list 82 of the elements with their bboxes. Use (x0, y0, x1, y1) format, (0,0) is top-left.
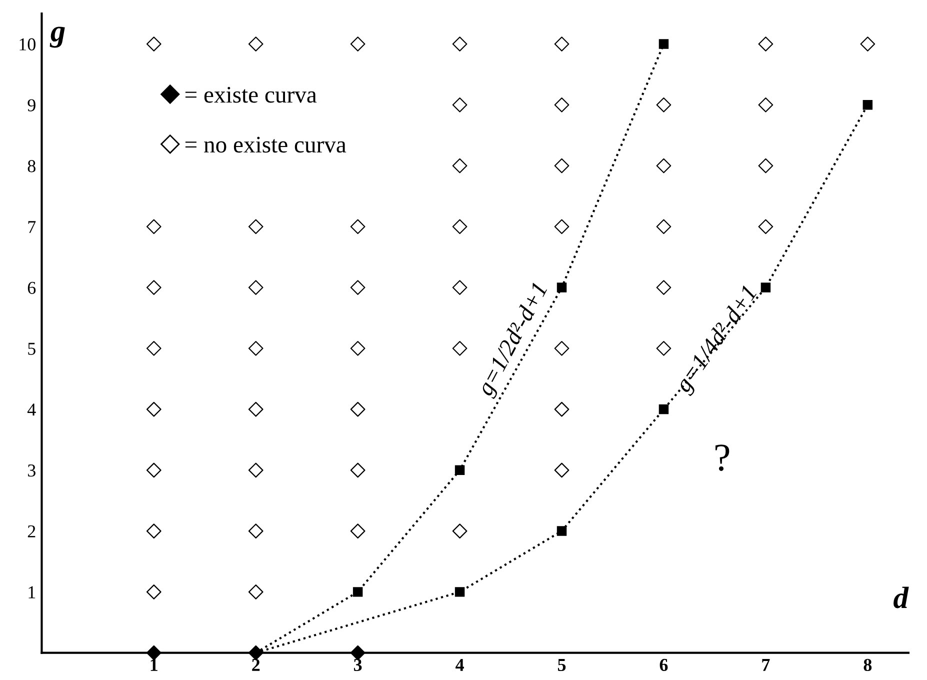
point (658, 404, 669, 414)
point (758, 97, 774, 112)
legend-label: = existe curva (185, 86, 317, 103)
point (146, 462, 162, 478)
point (454, 587, 465, 597)
x-tick-label: 2 (252, 658, 260, 671)
point (554, 97, 570, 112)
point (146, 402, 162, 417)
point (146, 36, 162, 52)
x-tick-label: 8 (864, 658, 872, 672)
y-tick-label: 4 (27, 404, 36, 416)
point (350, 280, 366, 295)
point (452, 280, 468, 295)
point (758, 219, 774, 234)
point (146, 340, 162, 356)
point (248, 280, 264, 295)
point (452, 158, 468, 174)
y-tick-label: 9 (28, 99, 36, 112)
y-tick-label: 2 (28, 525, 36, 538)
point (350, 524, 366, 538)
point (350, 462, 366, 478)
point (554, 462, 570, 478)
point (452, 524, 468, 538)
point (452, 340, 468, 356)
point (554, 158, 570, 174)
y-tick-label: 7 (28, 221, 36, 233)
y-tick-label: 1 (28, 586, 36, 598)
point (248, 584, 264, 600)
point (554, 219, 570, 234)
point (248, 340, 264, 356)
x-tick-label: 5 (558, 659, 566, 672)
x-tick-label: 1 (150, 658, 158, 671)
point (146, 584, 162, 600)
y-axis-title: g (50, 26, 65, 48)
point (656, 219, 672, 234)
point (760, 282, 771, 292)
point (248, 402, 264, 417)
x-tick-label: 3 (354, 658, 362, 672)
point (454, 465, 465, 476)
point (248, 645, 264, 660)
point (758, 158, 774, 174)
point (146, 524, 162, 538)
point (656, 280, 672, 295)
point (248, 219, 264, 234)
point (554, 36, 570, 52)
point (350, 340, 366, 356)
point (352, 587, 363, 597)
point (350, 36, 366, 52)
legend-label: = no existe curva (185, 136, 346, 153)
point (860, 36, 876, 52)
point (656, 158, 672, 174)
point (248, 36, 264, 52)
point (554, 402, 570, 417)
point (452, 219, 468, 234)
x-tick-label: 4 (456, 659, 464, 671)
point (350, 219, 366, 234)
point (248, 524, 264, 538)
point (146, 645, 162, 660)
annotation: ? (715, 444, 730, 471)
point (556, 526, 567, 536)
point (146, 219, 162, 234)
point (656, 97, 672, 112)
x-tick-label: 6 (660, 658, 668, 672)
point (452, 36, 468, 52)
y-tick-label: 3 (28, 464, 36, 477)
point (350, 645, 366, 660)
point (146, 280, 162, 295)
point (248, 462, 264, 478)
y-tick-label: 8 (28, 160, 36, 172)
point (862, 100, 873, 110)
x-axis-title: d (894, 586, 909, 608)
point (452, 97, 468, 112)
point (658, 39, 669, 49)
point (554, 340, 570, 356)
y-tick-label: 10 (20, 38, 36, 50)
y-tick-label: 6 (28, 282, 36, 294)
y-tick-label: 5 (28, 342, 36, 355)
point (556, 282, 567, 292)
x-tick-label: 7 (762, 659, 770, 671)
point (350, 402, 366, 417)
point (758, 36, 774, 52)
point (656, 340, 672, 356)
